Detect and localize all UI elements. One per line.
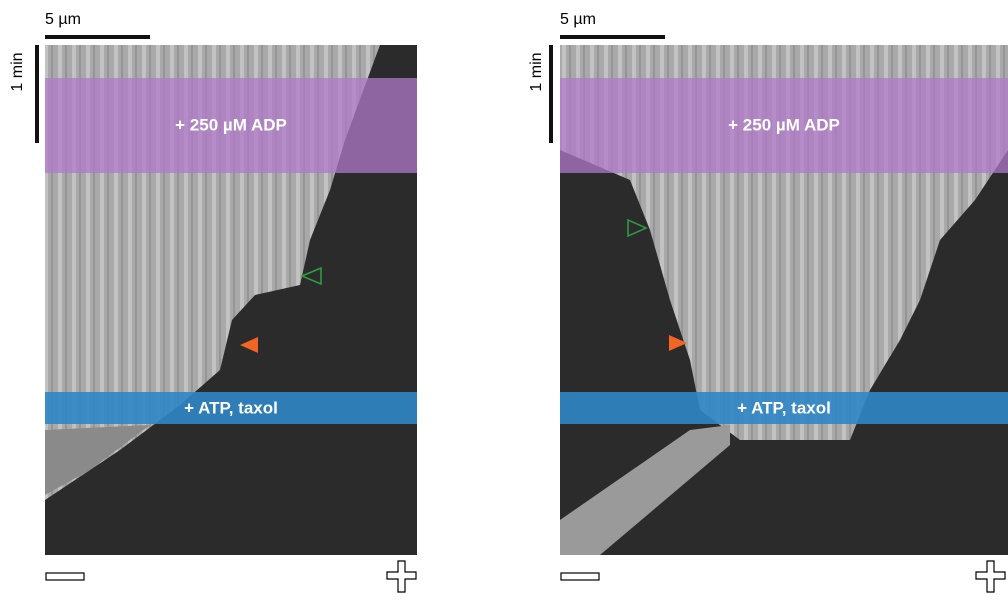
- time-bar: [35, 45, 39, 143]
- plus-end: [976, 561, 1005, 592]
- band-label: + 250 µM ADP: [728, 115, 840, 134]
- time-label: 1 min: [528, 52, 545, 91]
- band-label: + 250 µM ADP: [175, 115, 287, 134]
- plus-end: [387, 561, 416, 592]
- minus-end: [46, 573, 84, 580]
- figure: + 250 µM ADP + ATP, taxol 5 µm 1 min + 2…: [0, 0, 1008, 601]
- scale-label: 5 µm: [45, 11, 81, 28]
- band-label: + ATP, taxol: [737, 398, 831, 417]
- scale-bar: [45, 35, 150, 39]
- time-label: 1 min: [9, 52, 26, 91]
- scale-label: 5 µm: [560, 11, 596, 28]
- minus-end: [561, 573, 599, 580]
- time-bar: [549, 45, 553, 143]
- scale-bar: [560, 35, 665, 39]
- band-label: + ATP, taxol: [184, 398, 278, 417]
